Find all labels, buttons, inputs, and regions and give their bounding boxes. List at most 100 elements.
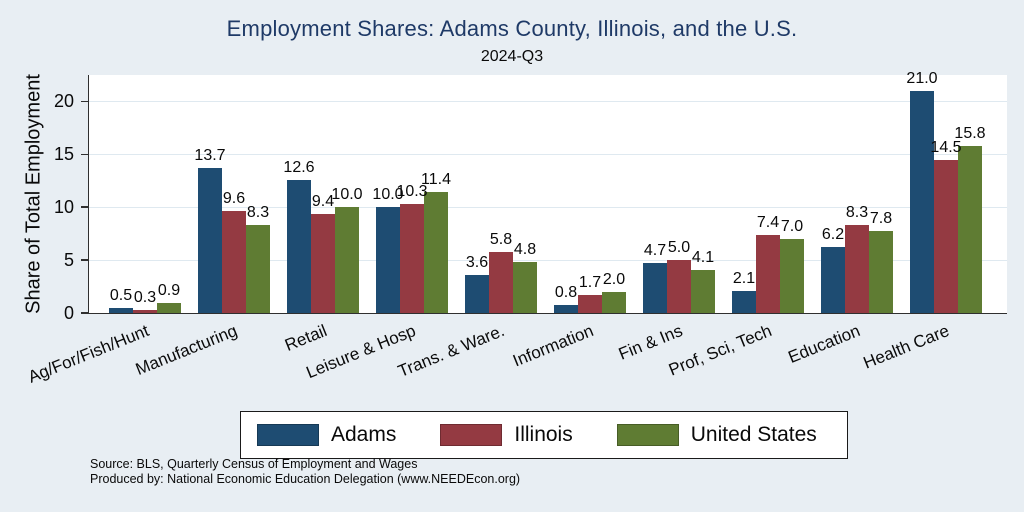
- bar-value-label: 5.0: [667, 239, 691, 257]
- bar-value-label: 9.4: [311, 192, 335, 210]
- bar-illinois: [667, 260, 691, 313]
- x-axis-labels: Ag/For/Fish/Hunt Manufacturing Retail Leisu…: [25, 314, 1006, 414]
- bar-illinois: [756, 234, 780, 313]
- y-tick-mark: [81, 206, 88, 208]
- bar-group: 6.2 8.3 7.8: [821, 75, 893, 313]
- x-axis-label: Health Care: [860, 321, 953, 373]
- legend-swatch: [257, 424, 319, 446]
- bar-group: 4.7 5.0 4.1: [643, 75, 715, 313]
- y-tick-label: 10: [53, 197, 74, 218]
- bar-united-states: [246, 225, 270, 313]
- bar-value-label: 0.8: [554, 283, 578, 301]
- bar-value-label: 7.8: [869, 209, 893, 227]
- bar-value-label: 0.9: [157, 282, 181, 300]
- y-tick-label: 0: [63, 303, 74, 323]
- bar-illinois: [400, 204, 424, 313]
- bar-value-label: 4.8: [513, 241, 537, 259]
- y-tick-mark: [81, 100, 88, 103]
- bar-adams: [465, 274, 489, 313]
- bar-value-label: 0.3: [133, 288, 157, 306]
- bar-adams: [287, 179, 311, 313]
- bar-adams: [643, 263, 667, 313]
- bar-group: 2.1 7.4 7.0: [732, 75, 804, 313]
- y-tick-mark: [81, 153, 88, 156]
- bar-united-states: [869, 230, 893, 313]
- bar-illinois: [845, 225, 869, 313]
- legend-item-united-states: United States: [616, 423, 817, 447]
- legend-label: Adams: [331, 423, 397, 446]
- bar-group: 3.6 5.8 4.8: [465, 75, 537, 313]
- chart-title: Employment Shares: Adams County, Illinoi…: [226, 16, 798, 41]
- bar-value-label: 2.0: [602, 270, 626, 288]
- y-tick-label: 15: [53, 144, 74, 165]
- bar-group: 21.0 14.5 15.8: [906, 70, 986, 313]
- bar-value-label: 8.3: [845, 204, 869, 222]
- y-axis: 0 5 10 15 20: [0, 75, 88, 323]
- bar-adams: [109, 307, 133, 313]
- bar-illinois: [489, 251, 513, 313]
- bar-value-label: 0.5: [109, 286, 133, 304]
- bar-value-label: 15.8: [954, 124, 986, 142]
- bar-united-states: [691, 269, 715, 313]
- bar-value-label: 11.4: [421, 171, 451, 189]
- bar-united-states: [513, 262, 537, 313]
- x-axis-label: Manufacturing: [133, 321, 241, 379]
- bar-group: 0.5 0.3 0.9: [109, 75, 181, 313]
- x-axis-label: Ag/For/Fish/Hunt: [24, 321, 152, 387]
- bar-value-label: 12.6: [283, 158, 315, 176]
- y-tick-mark: [81, 259, 88, 261]
- bar-united-states: [157, 303, 181, 313]
- gridline: [89, 206, 1007, 208]
- gridline: [89, 153, 1007, 155]
- footer: Source: BLS, Quarterly Census of Employm…: [90, 457, 520, 486]
- bar-adams: [554, 304, 578, 313]
- bar-united-states: [602, 291, 626, 313]
- bar-group: 0.8 1.7 2.0: [554, 75, 626, 313]
- bar-united-states: [958, 145, 982, 313]
- plot-area: 0.5 0.3 0.9 13.7 9.6 8.3 12.6 9.4 10.0 10.0 10.3 11…: [88, 70, 1007, 314]
- bar-group: 10.0 10.3 11.4: [372, 75, 451, 313]
- bar-adams: [910, 90, 934, 313]
- y-tick-label: 5: [63, 250, 74, 271]
- legend-swatch: [440, 424, 503, 446]
- bar-united-states: [335, 207, 359, 313]
- bar-value-label: 21.0: [906, 69, 938, 87]
- source-note: Source: BLS, Quarterly Census of Employm…: [90, 457, 418, 471]
- bar-value-label: 13.7: [194, 147, 226, 165]
- bar-value-label: 7.0: [780, 217, 804, 235]
- bar-illinois: [311, 213, 335, 313]
- legend-label: United States: [690, 423, 817, 446]
- bar-value-label: 3.6: [465, 253, 489, 271]
- x-axis-label: Information: [510, 321, 597, 371]
- legend: Adams Illinois United States: [240, 411, 848, 459]
- bar-value-label: 8.3: [246, 204, 270, 222]
- x-axis-label: Education: [785, 321, 864, 367]
- bar-group: 12.6 9.4 10.0: [283, 75, 363, 313]
- legend-swatch: [616, 424, 679, 446]
- bar-group: 13.7 9.6 8.3: [194, 75, 270, 313]
- bar-value-label: 14.5: [930, 138, 962, 156]
- bar-value-label: 7.4: [756, 213, 780, 231]
- bar-illinois: [133, 309, 157, 313]
- chart-subtitle: 2024-Q3: [480, 48, 544, 65]
- bar-illinois: [578, 295, 602, 313]
- bar-value-label: 5.8: [489, 230, 513, 248]
- bar-adams: [821, 247, 845, 313]
- gridline: [89, 100, 1007, 102]
- bar-value-label: 10.3: [396, 183, 428, 201]
- bar-value-label: 4.1: [691, 248, 715, 266]
- bar-adams: [376, 207, 400, 313]
- bar-value-label: 6.2: [821, 226, 845, 244]
- bar-value-label: 1.7: [578, 274, 602, 292]
- bar-value-label: 9.6: [222, 190, 246, 208]
- gridline: [89, 259, 1007, 261]
- y-tick-label: 20: [53, 91, 74, 112]
- bar-illinois: [222, 211, 246, 313]
- legend-item-illinois: Illinois: [440, 423, 573, 447]
- y-tick-mark: [81, 312, 88, 314]
- bar-illinois: [934, 159, 958, 313]
- bar-adams: [732, 290, 756, 313]
- bar-united-states: [424, 192, 448, 313]
- bar-value-label: 2.1: [732, 269, 756, 287]
- bar-value-label: 10.0: [372, 186, 404, 204]
